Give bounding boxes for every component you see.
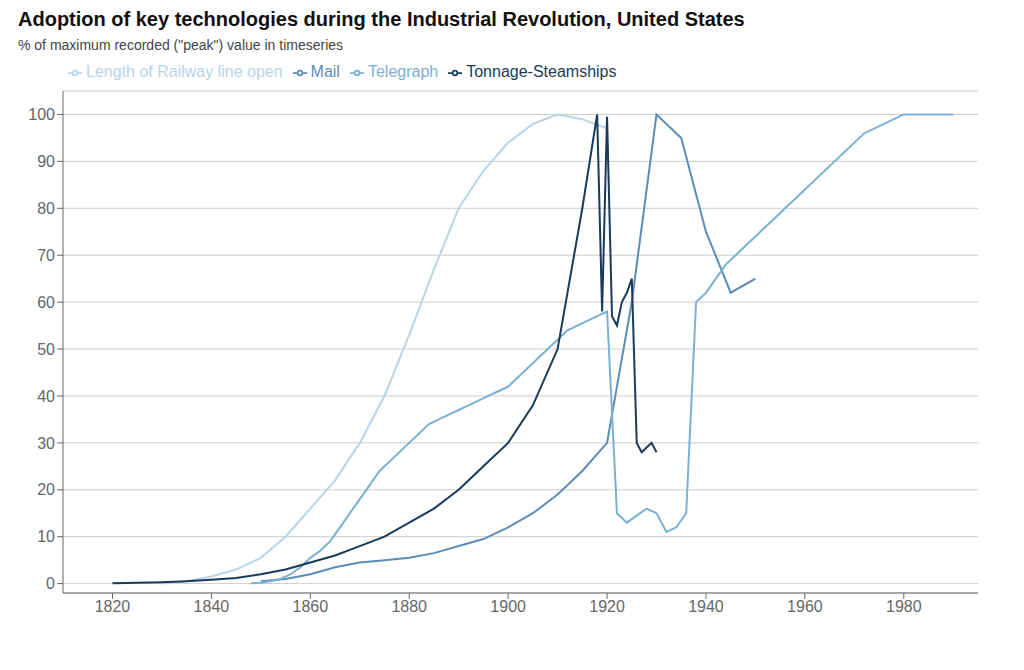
- svg-text:20: 20: [37, 481, 55, 498]
- svg-text:1940: 1940: [688, 598, 724, 615]
- html-text:Telegraph: Telegraph: [367, 63, 439, 80]
- svg-text:1860: 1860: [293, 598, 329, 615]
- svg-text:60: 60: [37, 294, 55, 311]
- svg-text:1980: 1980: [886, 598, 922, 615]
- html-text:Mail: Mail: [310, 63, 340, 80]
- html-text:Adoption of key technologies d: Adoption of key technologies during the …: [18, 8, 745, 30]
- svg-text:10: 10: [37, 528, 55, 545]
- html-text:Length of Railway line open: Length of Railway line open: [86, 63, 283, 80]
- svg-text:30: 30: [37, 435, 55, 452]
- html-text:Tonnage-Steamships: Tonnage-Steamships: [466, 63, 617, 80]
- svg-text:1820: 1820: [95, 598, 131, 615]
- svg-text:50: 50: [37, 341, 55, 358]
- svg-text:1840: 1840: [194, 598, 230, 615]
- svg-text:1920: 1920: [589, 598, 625, 615]
- svg-text:1880: 1880: [391, 598, 427, 615]
- svg-text:40: 40: [37, 388, 55, 405]
- svg-text:100: 100: [28, 106, 55, 123]
- svg-text:0: 0: [46, 575, 55, 592]
- svg-text:1900: 1900: [490, 598, 526, 615]
- svg-text:70: 70: [37, 247, 55, 264]
- html-text:% of maximum recorded ("peak"): % of maximum recorded ("peak") value in …: [18, 37, 344, 53]
- svg-text:90: 90: [37, 153, 55, 170]
- svg-text:1960: 1960: [787, 598, 823, 615]
- svg-text:80: 80: [37, 200, 55, 217]
